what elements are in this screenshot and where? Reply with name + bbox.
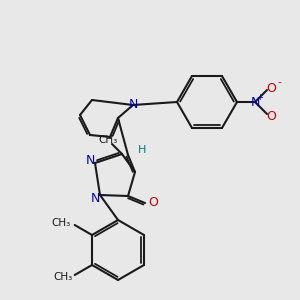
Text: N: N <box>128 98 138 112</box>
Text: N: N <box>250 95 260 109</box>
Text: O: O <box>148 196 158 209</box>
Text: CH₃: CH₃ <box>53 272 73 282</box>
Text: O: O <box>266 82 276 94</box>
Text: N: N <box>85 154 95 167</box>
Text: O: O <box>266 110 276 122</box>
Text: H: H <box>138 145 146 155</box>
Text: CH₃: CH₃ <box>98 135 118 145</box>
Text: +: + <box>256 92 263 101</box>
Text: -: - <box>277 77 281 87</box>
Text: CH₃: CH₃ <box>51 218 71 228</box>
Text: N: N <box>90 191 100 205</box>
